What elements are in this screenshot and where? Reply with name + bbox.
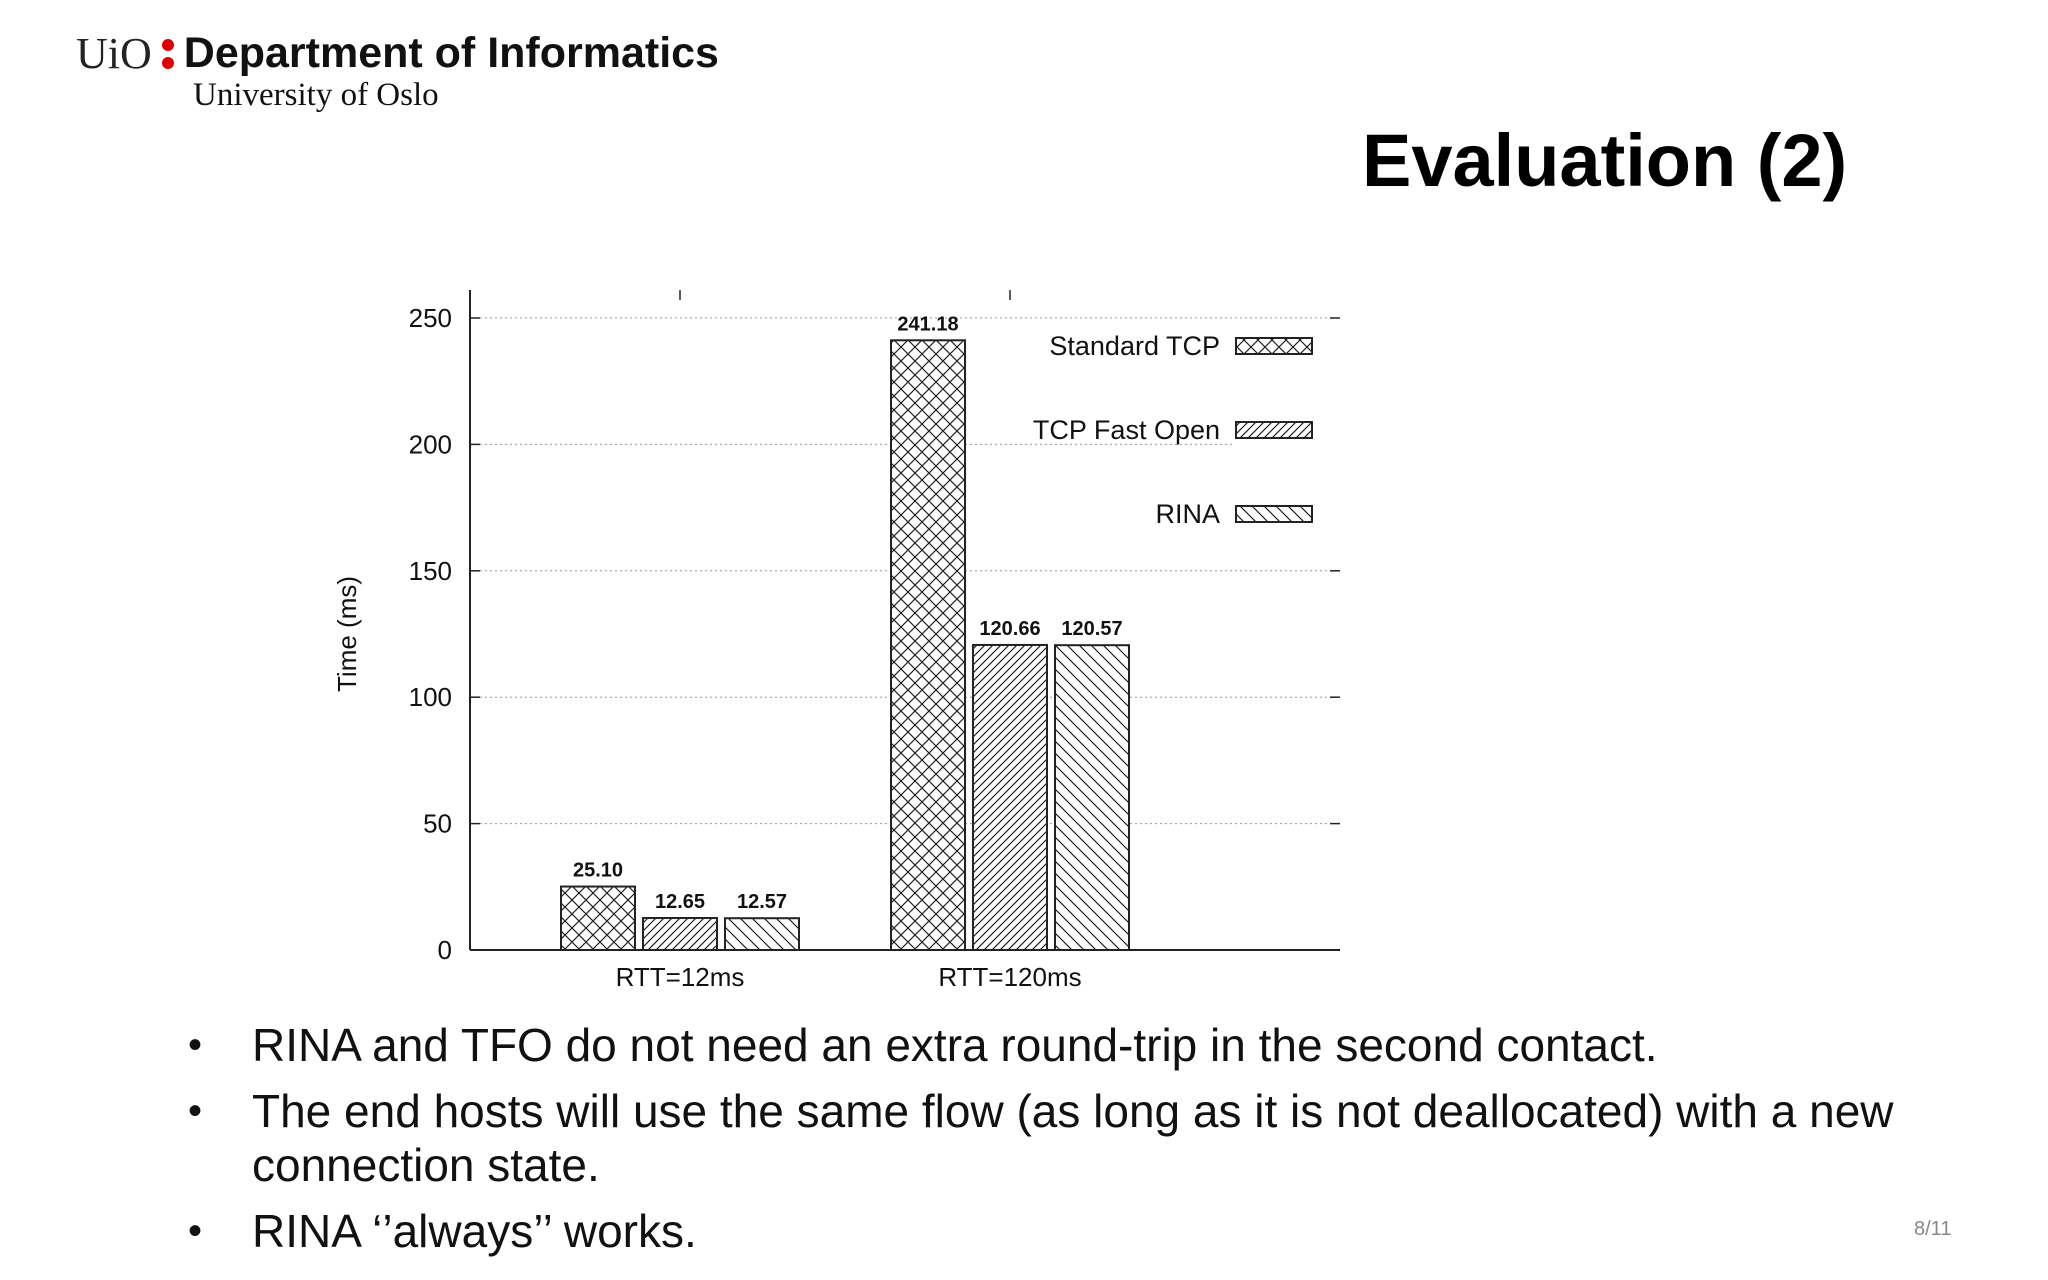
uio-logo-text: UiO [76,29,152,78]
legend-label: Standard TCP [1049,331,1220,361]
page-number: 8/11 [1914,1218,1952,1240]
bar-value-label: 120.57 [1061,618,1122,640]
y-axis-label: Time (ms) [332,576,362,692]
bullet-list: RINA and TFO do not need an extra round-… [180,1018,1960,1270]
bar [560,885,636,951]
legend: Standard TCP TCP Fast Open RINA [1033,331,1342,534]
bar-value-label: 12.65 [655,891,705,913]
y-tick-label: 200 [409,429,452,459]
bar-value-label: 241.18 [897,313,958,335]
x-category-label: RTT=12ms [616,962,745,992]
legend-swatch [1235,337,1313,355]
y-tick-label: 0 [438,935,452,965]
legend-label: TCP Fast Open [1033,415,1220,445]
legend-label: RINA [1155,499,1220,529]
bar-chart: 0 50 100 150 200 250 RTT=12ms RTT=120ms 25.10 12… [332,290,1342,992]
bar-value-label: 120.66 [979,618,1040,640]
legend-swatch [1235,421,1313,439]
bullet-item: The end hosts will use the same flow (as… [180,1084,1960,1192]
legend-swatch [1235,505,1313,523]
bar-value-label: 12.57 [737,891,787,913]
bars [560,339,1130,952]
bar [724,917,800,951]
bullet-item: RINA and TFO do not need an extra round-… [180,1018,1960,1072]
bar [972,643,1048,951]
y-tick-label: 250 [409,303,452,333]
y-tick-label: 100 [409,682,452,712]
bar [642,917,718,952]
logo: UiO Department of Informatics [76,28,719,79]
slide-title: Evaluation (2) [1362,119,1848,202]
bar [890,339,966,952]
y-tick-label: 150 [409,556,452,586]
value-labels: 25.10 12.65 12.57 241.18 120.66 120.57 [573,313,1123,913]
x-category-label: RTT=120ms [938,962,1081,992]
university-name: University of Oslo [193,77,439,113]
bullet-item: RINA ‘’always’’ works. [180,1204,1960,1258]
logo-dots-icon [161,38,174,69]
bar [1054,644,1130,951]
axes: 0 50 100 150 200 250 RTT=12ms RTT=120ms [409,290,1340,992]
header: UiO Department of Informatics University… [76,28,719,114]
department-name: Department of Informatics [183,29,719,77]
bar-value-label: 25.10 [573,860,623,882]
y-tick-label: 50 [423,809,452,839]
